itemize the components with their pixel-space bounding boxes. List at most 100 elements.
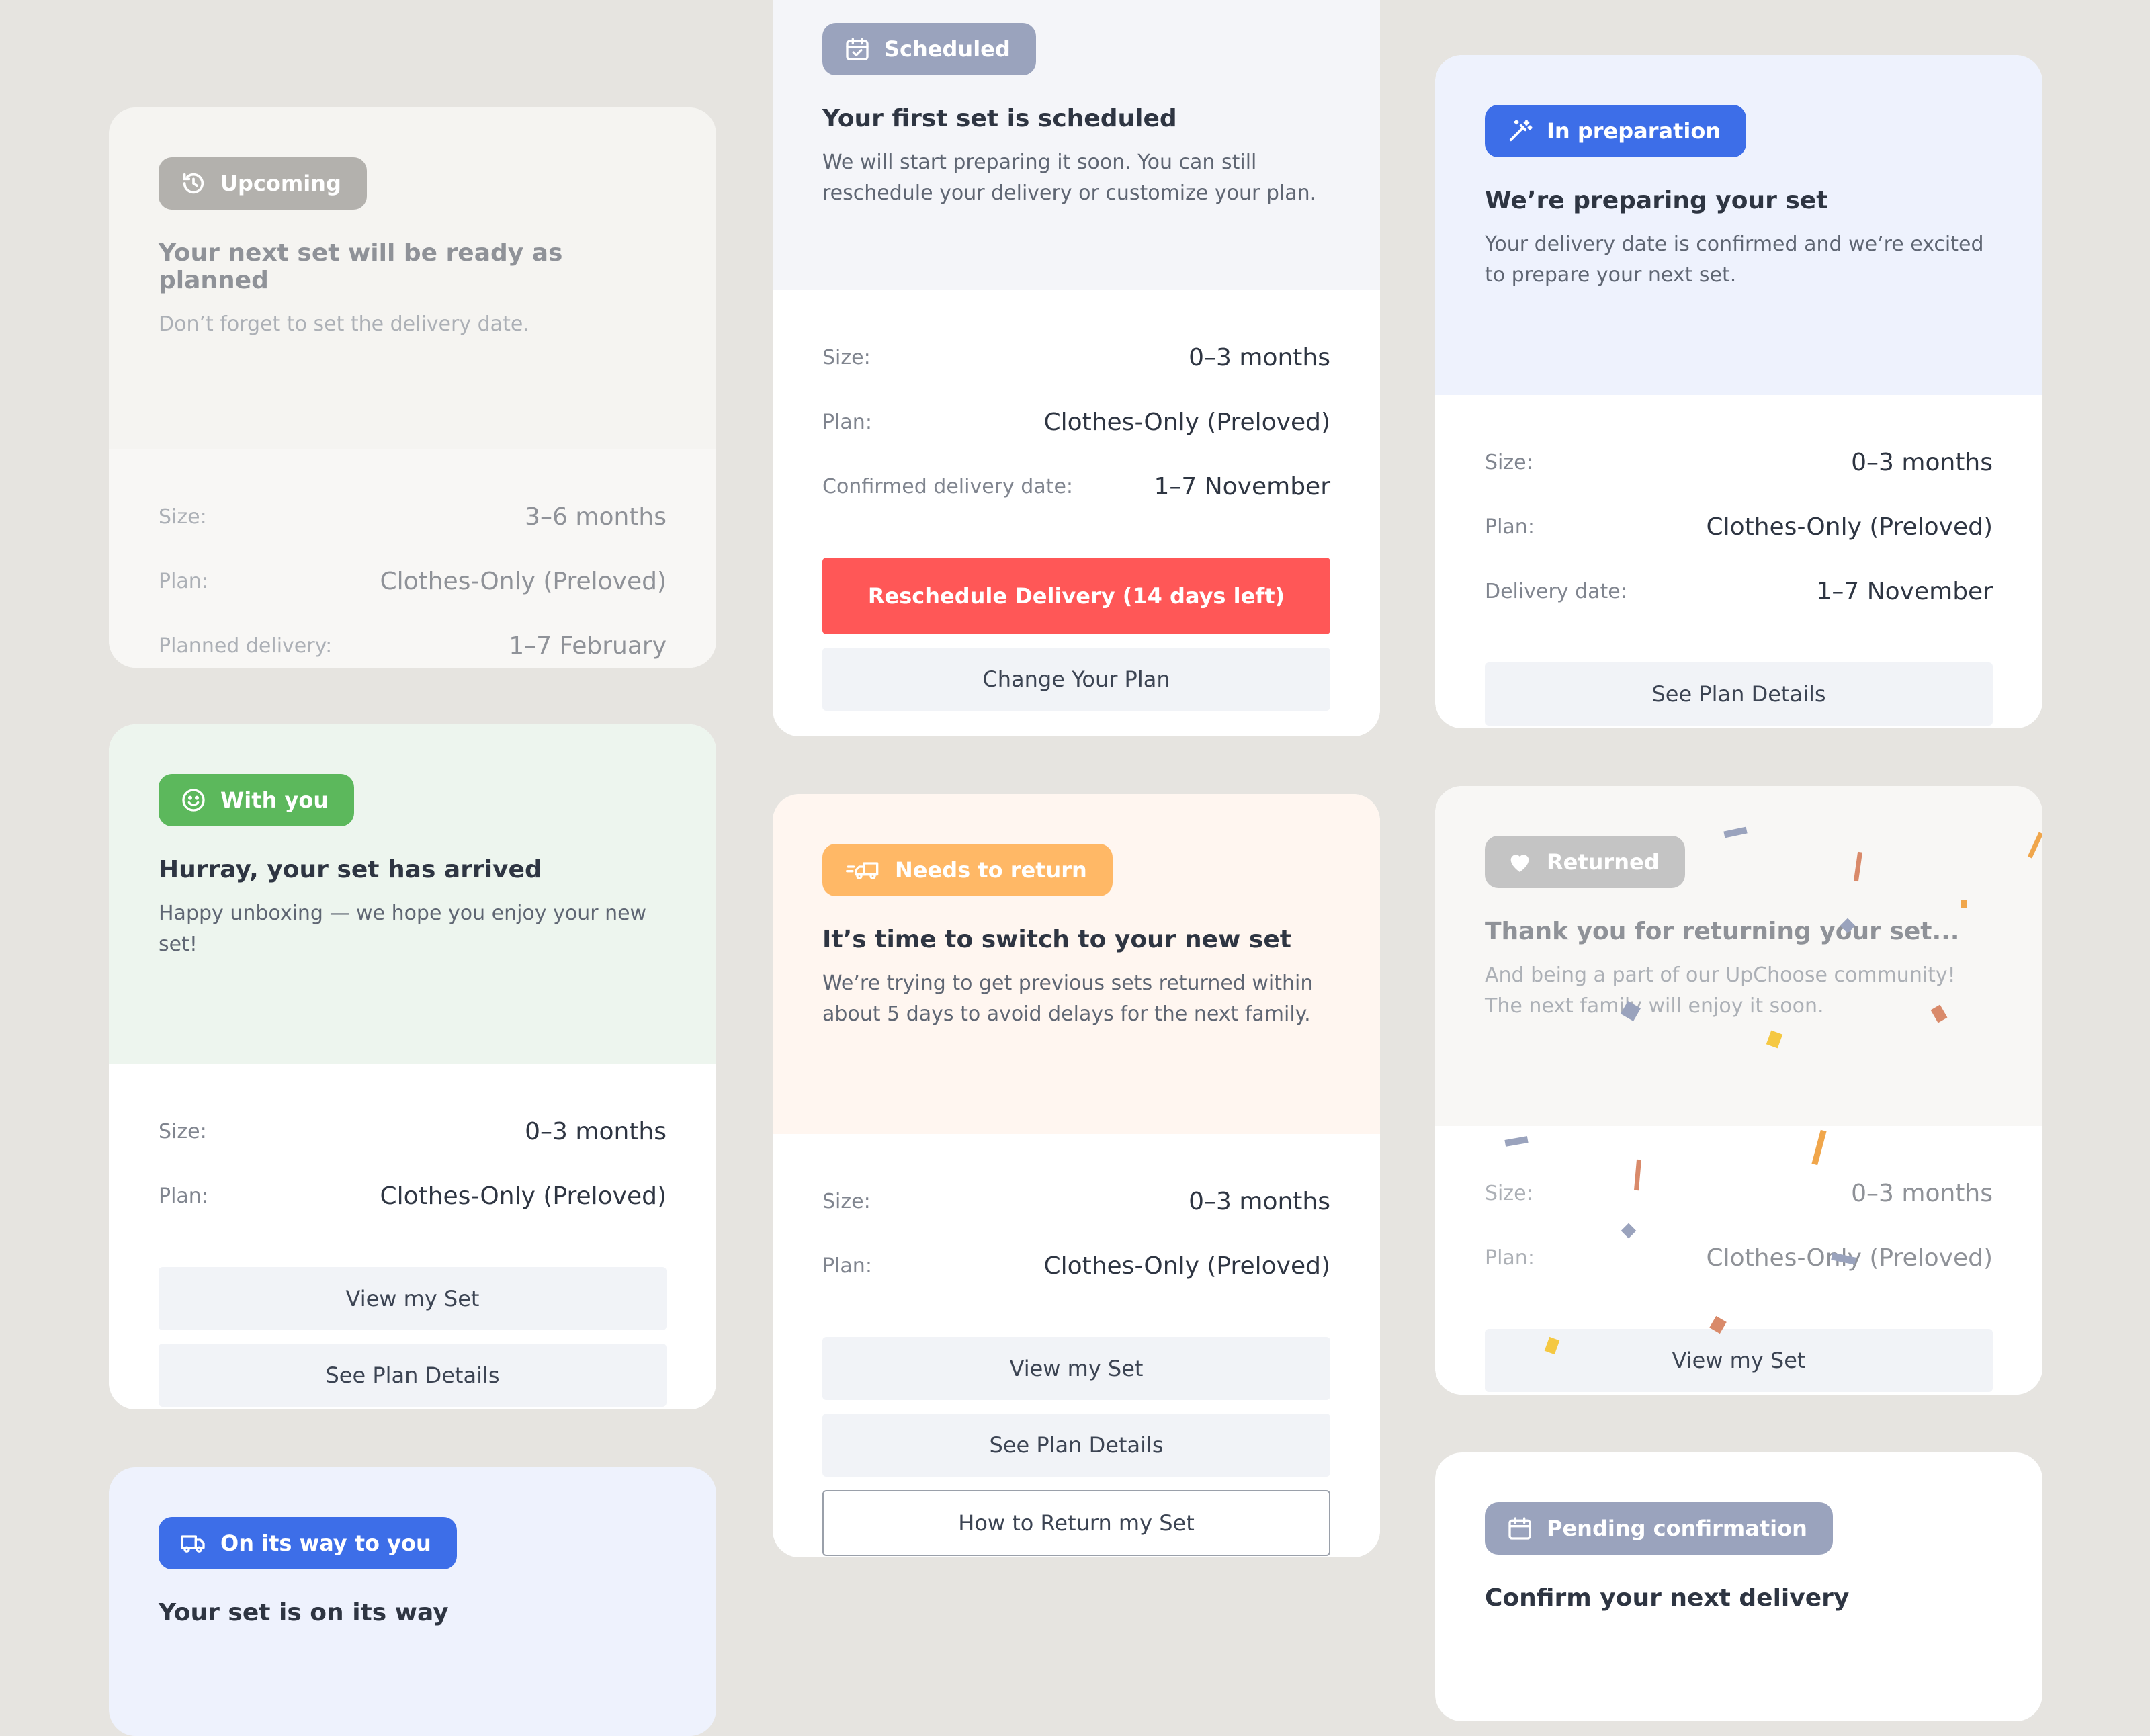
badge-label: Pending confirmation bbox=[1547, 1516, 1807, 1541]
row-label: Delivery date: bbox=[1485, 579, 1627, 603]
card-on-its-way: On its way to you Your set is on its way bbox=[109, 1467, 716, 1736]
smiley-icon bbox=[180, 787, 207, 814]
row-label: Planned delivery: bbox=[159, 634, 333, 658]
card-with-you: With you Hurray, your set has arrived Ha… bbox=[109, 724, 716, 1409]
truck-return-icon bbox=[844, 857, 882, 883]
reschedule-delivery-button[interactable]: Reschedule Delivery (14 days left) bbox=[822, 558, 1330, 634]
heart-icon bbox=[1506, 849, 1533, 875]
status-badge-returned: Returned bbox=[1485, 836, 1685, 888]
detail-row-delivery: Planned delivery: 1–7 February bbox=[159, 613, 666, 668]
row-label: Plan: bbox=[822, 410, 872, 434]
row-label: Plan: bbox=[1485, 1246, 1535, 1270]
row-label: Size: bbox=[159, 505, 207, 529]
status-badge-on-its-way: On its way to you bbox=[159, 1517, 457, 1569]
row-value: 1–7 February bbox=[509, 632, 666, 660]
detail-row-size: Size: 0–3 months bbox=[1485, 1161, 1993, 1225]
row-value: 0–3 months bbox=[1851, 448, 1993, 476]
card-in-preparation: In preparation We’re preparing your set … bbox=[1435, 55, 2042, 728]
card-pending-confirmation: Pending confirmation Confirm your next d… bbox=[1435, 1452, 2042, 1721]
card-title: Thank you for returning your set... bbox=[1485, 918, 1960, 945]
card-title: Hurray, your set has arrived bbox=[159, 856, 542, 883]
row-label: Plan: bbox=[1485, 515, 1535, 539]
row-label: Size: bbox=[822, 1189, 871, 1213]
badge-label: Upcoming bbox=[220, 171, 341, 196]
row-value: 1–7 November bbox=[1154, 472, 1330, 501]
row-value: Clothes-Only (Preloved) bbox=[1706, 513, 1993, 541]
truck-icon bbox=[180, 1530, 207, 1557]
magic-wand-icon bbox=[1506, 118, 1533, 144]
view-my-set-button[interactable]: View my Set bbox=[1485, 1329, 1993, 1392]
how-to-return-button[interactable]: How to Return my Set bbox=[822, 1490, 1330, 1556]
detail-row-size: Size: 0–3 months bbox=[159, 1099, 666, 1164]
card-description: Don’t forget to set the delivery date. bbox=[159, 312, 529, 336]
detail-row-size: Size: 0–3 months bbox=[822, 325, 1330, 390]
card-title: Your first set is scheduled bbox=[822, 105, 1177, 132]
card-title: Your set is on its way bbox=[159, 1599, 449, 1626]
card-scheduled: Scheduled Your first set is scheduled We… bbox=[773, 0, 1380, 736]
detail-row-plan: Plan: Clothes-Only (Preloved) bbox=[159, 1164, 666, 1228]
view-my-set-button[interactable]: View my Set bbox=[159, 1267, 666, 1330]
row-label: Plan: bbox=[822, 1254, 872, 1278]
detail-row-plan: Plan: Clothes-Only (Preloved) bbox=[159, 549, 666, 613]
badge-label: Scheduled bbox=[884, 36, 1010, 62]
detail-row-delivery: Confirmed delivery date: 1–7 November bbox=[822, 454, 1330, 519]
status-badge-in-preparation: In preparation bbox=[1485, 105, 1747, 157]
status-badge-scheduled: Scheduled bbox=[822, 23, 1036, 75]
row-value: Clothes-Only (Preloved) bbox=[380, 1182, 666, 1210]
card-title: It’s time to switch to your new set bbox=[822, 926, 1291, 953]
row-value: Clothes-Only (Preloved) bbox=[1043, 1252, 1330, 1280]
row-label: Confirmed delivery date: bbox=[822, 474, 1074, 498]
card-title: Your next set will be ready as planned bbox=[159, 239, 563, 294]
row-value: 0–3 months bbox=[525, 1117, 666, 1145]
badge-label: In preparation bbox=[1547, 118, 1721, 144]
card-returned: Returned Thank you for returning your se… bbox=[1435, 786, 2042, 1395]
row-value: 1–7 November bbox=[1816, 577, 1993, 605]
change-plan-button[interactable]: Change Your Plan bbox=[822, 648, 1330, 711]
row-value: Clothes-Only (Preloved) bbox=[380, 567, 666, 595]
detail-row-size: Size: 3–6 months bbox=[159, 484, 666, 549]
row-value: 0–3 months bbox=[1189, 1187, 1330, 1215]
row-label: Size: bbox=[1485, 450, 1533, 474]
card-title: Confirm your next delivery bbox=[1485, 1584, 1850, 1612]
card-description: Your delivery date is confirmed and we’r… bbox=[1485, 232, 1984, 287]
detail-row-size: Size: 0–3 months bbox=[822, 1169, 1330, 1233]
row-value: Clothes-Only (Preloved) bbox=[1043, 408, 1330, 436]
confetti-piece bbox=[1961, 900, 1967, 908]
row-value: 0–3 months bbox=[1189, 343, 1330, 372]
row-label: Plan: bbox=[159, 569, 208, 593]
row-label: Plan: bbox=[159, 1184, 208, 1208]
row-label: Size: bbox=[159, 1119, 207, 1143]
card-needs-return: Needs to return It’s time to switch to y… bbox=[773, 794, 1380, 1557]
see-plan-details-button[interactable]: See Plan Details bbox=[1485, 662, 1993, 726]
card-title: We’re preparing your set bbox=[1485, 187, 1828, 214]
calendar-check-icon bbox=[844, 36, 871, 62]
status-badge-pending: Pending confirmation bbox=[1485, 1502, 1833, 1555]
row-value: 3–6 months bbox=[525, 503, 666, 531]
detail-row-plan: Plan: Clothes-Only (Preloved) bbox=[822, 390, 1330, 454]
row-label: Size: bbox=[1485, 1181, 1533, 1205]
row-label: Size: bbox=[822, 345, 871, 370]
history-icon bbox=[180, 170, 207, 197]
row-value: 0–3 months bbox=[1851, 1179, 1993, 1207]
card-upcoming: Upcoming Your next set will be ready as … bbox=[109, 107, 716, 668]
detail-row-plan: Plan: Clothes-Only (Preloved) bbox=[822, 1233, 1330, 1298]
card-description: We’re trying to get previous sets return… bbox=[822, 971, 1314, 1026]
see-plan-details-button[interactable]: See Plan Details bbox=[159, 1344, 666, 1407]
calendar-icon bbox=[1506, 1515, 1533, 1542]
badge-label: Returned bbox=[1547, 849, 1660, 875]
detail-row-size: Size: 0–3 months bbox=[1485, 430, 1993, 494]
status-badge-with-you: With you bbox=[159, 774, 355, 826]
card-description: We will start preparing it soon. You can… bbox=[822, 150, 1317, 205]
detail-row-plan: Plan: Clothes-Only (Preloved) bbox=[1485, 494, 1993, 559]
card-description: Happy unboxing — we hope you enjoy your … bbox=[159, 902, 647, 956]
detail-row-plan: Plan: Clothes-Only (Preloved) bbox=[1485, 1225, 1993, 1290]
view-my-set-button[interactable]: View my Set bbox=[822, 1337, 1330, 1400]
badge-label: On its way to you bbox=[220, 1530, 431, 1556]
status-badge-needs-return: Needs to return bbox=[822, 844, 1113, 896]
detail-row-delivery: Delivery date: 1–7 November bbox=[1485, 559, 1993, 623]
badge-label: With you bbox=[220, 787, 329, 813]
see-plan-details-button[interactable]: See Plan Details bbox=[822, 1414, 1330, 1477]
card-description: And being a part of our UpChoose communi… bbox=[1485, 963, 1956, 1018]
badge-label: Needs to return bbox=[895, 857, 1087, 883]
status-badge-upcoming: Upcoming bbox=[159, 157, 367, 210]
